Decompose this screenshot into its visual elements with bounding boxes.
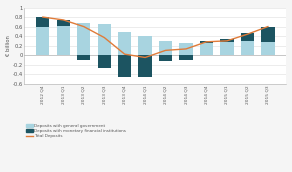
Y-axis label: € billion: € billion: [6, 35, 11, 56]
Bar: [159, 55, 172, 61]
Bar: [241, 33, 254, 41]
Bar: [261, 42, 274, 55]
Bar: [220, 39, 234, 42]
Bar: [159, 41, 172, 55]
Bar: [77, 23, 91, 55]
Bar: [57, 20, 70, 26]
Bar: [261, 27, 274, 42]
Bar: [118, 55, 131, 77]
Bar: [118, 32, 131, 55]
Bar: [179, 43, 193, 55]
Bar: [220, 42, 234, 55]
Bar: [138, 36, 152, 55]
Bar: [36, 27, 49, 55]
Bar: [138, 55, 152, 77]
Bar: [36, 17, 49, 27]
Bar: [98, 24, 111, 55]
Bar: [57, 26, 70, 55]
Bar: [200, 41, 213, 43]
Bar: [200, 43, 213, 55]
Bar: [241, 41, 254, 55]
Legend: Deposits with general government, Deposits with monetary financial institutions,: Deposits with general government, Deposi…: [26, 124, 126, 138]
Bar: [77, 55, 91, 60]
Bar: [179, 55, 193, 60]
Bar: [98, 55, 111, 68]
